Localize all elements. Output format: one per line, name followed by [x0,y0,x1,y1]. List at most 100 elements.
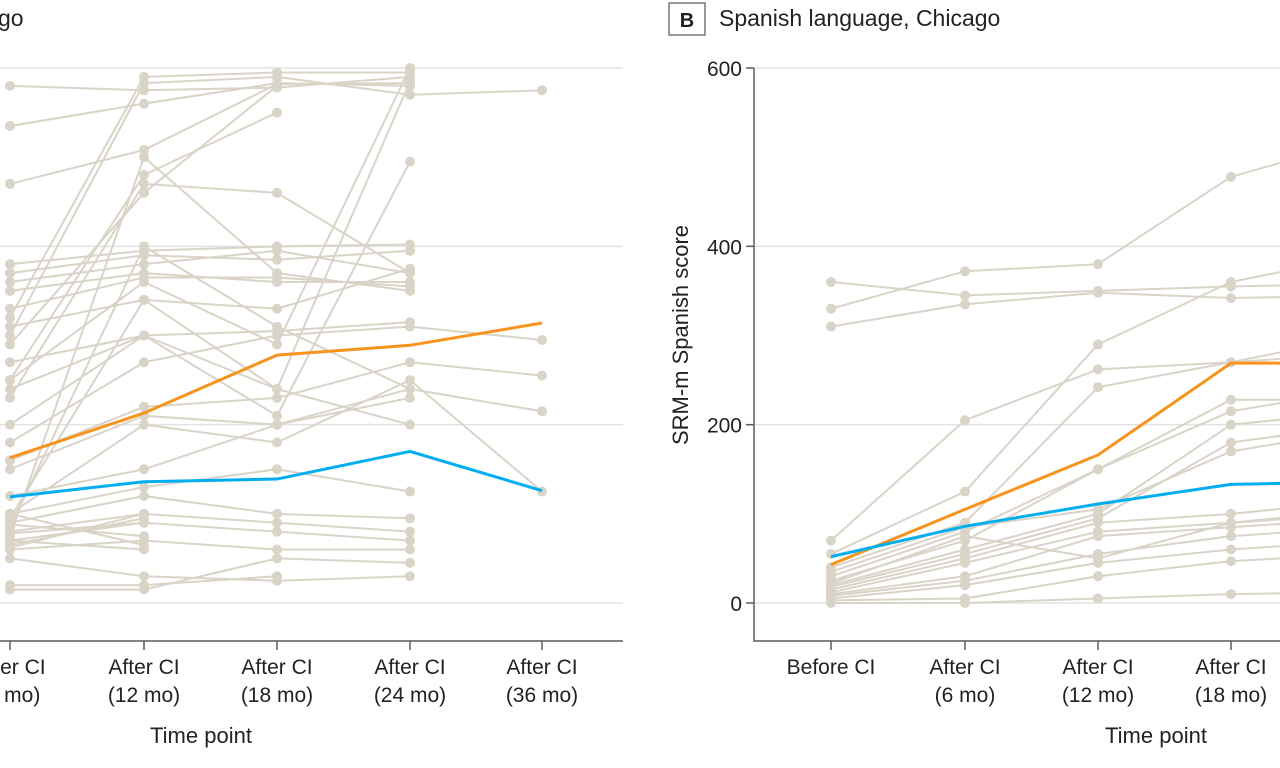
trajectory-segment [9,486,145,515]
individual-trajectory [5,553,415,595]
trajectory-segment [143,423,278,444]
data-point [272,392,282,403]
trajectory-segment [9,156,145,537]
data-point [5,80,15,91]
data-point [272,303,282,314]
y-tick-label: 0 [730,593,742,616]
data-point [1226,544,1236,555]
trajectory-segment [143,539,278,551]
data-point [1226,293,1236,304]
data-point [1093,382,1103,393]
trajectory-segment [1230,284,1280,288]
data-point [1093,553,1103,564]
trajectory-segment [1230,434,1280,444]
individual-trajectory [5,67,415,323]
y-tick-label: 600 [707,58,742,81]
data-point [1093,571,1103,582]
trajectory-segment [1230,351,1280,364]
trajectory-segment [964,561,1099,587]
data-point [1226,508,1236,519]
data-point [405,263,415,274]
data-point [1226,589,1236,600]
x-tick-label: Before CI [787,656,876,679]
x-tick-label: After CI [1195,656,1266,679]
data-point [1093,531,1103,542]
data-point [139,464,149,475]
individual-trajectory [5,357,547,466]
trajectory-segment [143,281,278,346]
trajectory-segment [409,379,543,493]
trajectory-segment [9,102,145,127]
trajectory-segment [964,575,1099,600]
x-tick-sublabel: (18 mo) [241,684,313,707]
trajectory-segment [143,156,278,274]
trajectory-segment [1230,271,1280,283]
data-point [139,508,149,519]
panel-left: go After CI(6 mo)After CI(12 mo)After CI… [0,5,623,748]
trajectory-segment [9,299,145,519]
x-tick-label: After CI [108,656,179,679]
individual-trajectory [826,507,1280,595]
individual-trajectory [826,517,1280,589]
trajectory-segment [143,575,278,582]
trajectory-segment [1097,512,1232,524]
trajectory-segment [143,299,278,390]
mean-line [830,361,1280,567]
trajectory-segment [830,552,966,588]
trajectory-segment [1097,175,1232,266]
individual-trajectory [5,245,415,279]
individual-trajectory [826,589,1280,608]
trajectory-segment [1230,357,1280,364]
data-point [139,357,149,368]
data-point [139,294,149,305]
data-point [960,266,970,277]
trajectory-segment [276,75,411,89]
data-point [272,419,282,430]
data-point [139,170,149,180]
trajectory-segment [830,548,966,587]
individual-trajectory [5,517,415,546]
data-point [1226,437,1236,448]
data-point [405,526,415,537]
data-point [139,152,149,163]
y-tick-label: 200 [707,415,742,438]
trajectory-segment [143,414,278,426]
trajectory-segment [276,321,411,333]
trajectory-segment [276,521,411,533]
panel-left-title: go [0,5,24,31]
individual-trajectory [5,517,149,539]
trajectory-segment [276,512,411,520]
trajectory-segment [1097,521,1232,560]
trajectory-segment [9,521,145,535]
trajectory-segment [830,270,966,310]
trajectory-segment [276,575,411,582]
data-point [1226,277,1236,287]
data-point [272,508,282,519]
trajectory-segment [276,530,411,542]
data-point [139,531,149,542]
trajectory-segment [1097,291,1232,300]
data-point [405,285,415,296]
trajectory-segment [1097,361,1232,389]
data-point [537,334,547,345]
panel-label: B [680,10,694,32]
trajectory-segment [9,149,145,185]
data-point [826,566,836,577]
trajectory-segment [830,557,966,591]
data-point [405,245,415,256]
trajectory-segment [964,468,1099,542]
x-axis-label-right: Time point [1105,723,1207,748]
trajectory-segment [143,111,278,176]
trajectory-segment [9,84,145,92]
trajectory-segment [143,334,278,390]
data-point [1226,406,1236,417]
data-point [826,277,836,287]
panel-right-title: Spanish language, Chicago [719,5,1000,31]
trajectory-segment [1097,521,1232,533]
trajectory-segment [830,535,966,585]
data-point [405,535,415,546]
data-point [826,321,836,332]
trajectory-segment [830,419,966,542]
data-point [139,330,149,341]
data-point [1226,531,1236,542]
